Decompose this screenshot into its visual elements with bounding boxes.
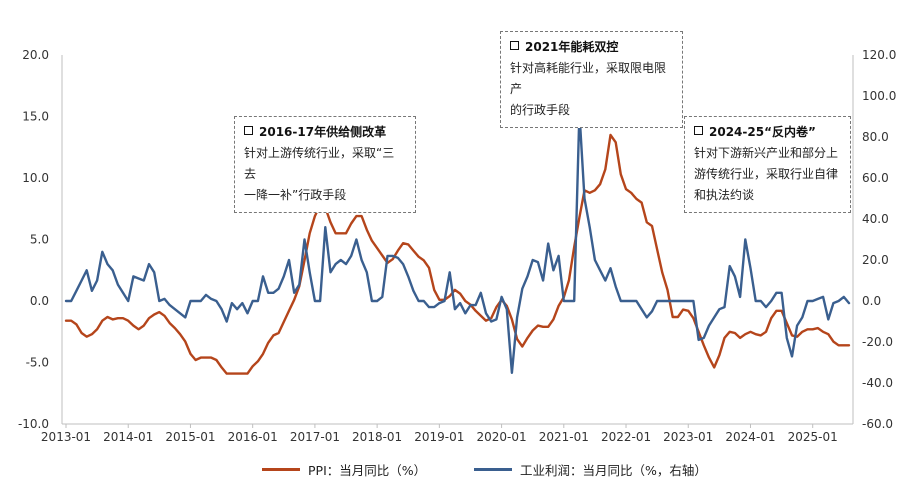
y-right-tick-label: 80.0 <box>862 130 889 144</box>
y-right-tick-label: -20.0 <box>862 335 893 349</box>
profit-series-line <box>64 111 851 374</box>
x-tick-label: 2018-01 <box>352 430 402 444</box>
y-left-tick-label: -5.0 <box>26 356 49 370</box>
x-tick-label: 2023-01 <box>663 430 713 444</box>
y-left-tick-label: 15.0 <box>22 110 49 124</box>
square-bullet-icon <box>244 126 253 135</box>
y-right-tick-label: 40.0 <box>862 212 889 226</box>
y-right-tick-label: -60.0 <box>862 417 893 431</box>
y-right-tick-label: 20.0 <box>862 253 889 267</box>
square-bullet-icon <box>510 41 519 50</box>
annotation-title: 2016-17年供给侧改革 <box>259 125 387 139</box>
annotation-line: 和执法约谈 <box>694 188 755 202</box>
x-tick-label: 2022-01 <box>601 430 651 444</box>
ticks-group: 20.0 15.0 10.0 5.0 0.0 -5.0 -10.0 120.0 100.0 80.… <box>18 48 896 444</box>
y-right-tick-label: 60.0 <box>862 171 889 185</box>
legend-label-profit: 工业利润：当月同比（%，右轴） <box>520 463 707 478</box>
annotation-supply-side-reform: 2016-17年供给侧改革 针对上游传统行业，采取“三去 一降一补”行政手段 <box>234 116 416 213</box>
square-bullet-icon <box>694 126 703 135</box>
annotation-line: 一降一补”行政手段 <box>244 188 347 202</box>
annotation-anti-involution: 2024-25“反内卷” 针对下游新兴产业和部分上 游传统行业，采取行业自律 和… <box>684 116 851 213</box>
y-left-tick-label: 5.0 <box>30 233 49 247</box>
annotation-energy-dual-control: 2021年能耗双控 针对高耗能行业，采取限电限产 的行政手段 <box>500 31 683 128</box>
y-right-tick-label: 100.0 <box>862 89 896 103</box>
annotation-line: 针对高耗能行业，采取限电限产 <box>510 61 667 96</box>
y-left-tick-label: 0.0 <box>30 294 49 308</box>
legend-swatch-profit <box>474 468 512 471</box>
x-tick-label: 2015-01 <box>165 430 215 444</box>
x-tick-label: 2014-01 <box>103 430 153 444</box>
x-tick-label: 2020-01 <box>477 430 527 444</box>
annotation-line: 针对上游传统行业，采取“三去 <box>244 146 395 181</box>
chart-svg: 20.0 15.0 10.0 5.0 0.0 -5.0 -10.0 120.0 100.0 80.… <box>18 48 896 444</box>
annotation-line: 的行政手段 <box>510 103 571 117</box>
y-left-tick-label: 10.0 <box>22 171 49 185</box>
x-tick-label: 2021-01 <box>539 430 589 444</box>
y-right-tick-label: 120.0 <box>862 48 896 62</box>
y-right-tick-label: 0.0 <box>862 294 881 308</box>
legend-item-ppi: PPI：当月同比（%） <box>262 460 426 479</box>
legend: PPI：当月同比（%） 工业利润：当月同比（%，右轴） <box>0 460 918 480</box>
legend-swatch-ppi <box>262 468 300 471</box>
legend-item-profit: 工业利润：当月同比（%，右轴） <box>474 460 707 479</box>
axes-group <box>61 55 854 425</box>
x-tick-label: 2016-01 <box>228 430 278 444</box>
x-tick-label: 2024-01 <box>725 430 775 444</box>
y-right-tick-label: -40.0 <box>862 376 893 390</box>
annotation-title: 2024-25“反内卷” <box>709 125 816 139</box>
legend-label-ppi: PPI：当月同比（%） <box>308 463 427 478</box>
x-tick-label: 2025-01 <box>788 430 838 444</box>
x-tick-label: 2013-01 <box>41 430 91 444</box>
annotation-line: 针对下游新兴产业和部分上 <box>694 146 839 160</box>
annotation-title: 2021年能耗双控 <box>525 40 619 54</box>
x-tick-label: 2019-01 <box>414 430 464 444</box>
x-tick-label: 2017-01 <box>290 430 340 444</box>
annotation-line: 游传统行业，采取行业自律 <box>694 167 839 181</box>
y-left-tick-label: -10.0 <box>18 417 49 431</box>
y-left-tick-label: 20.0 <box>22 48 49 62</box>
series-lines-group <box>64 111 851 375</box>
ppi-series-line <box>64 133 851 375</box>
